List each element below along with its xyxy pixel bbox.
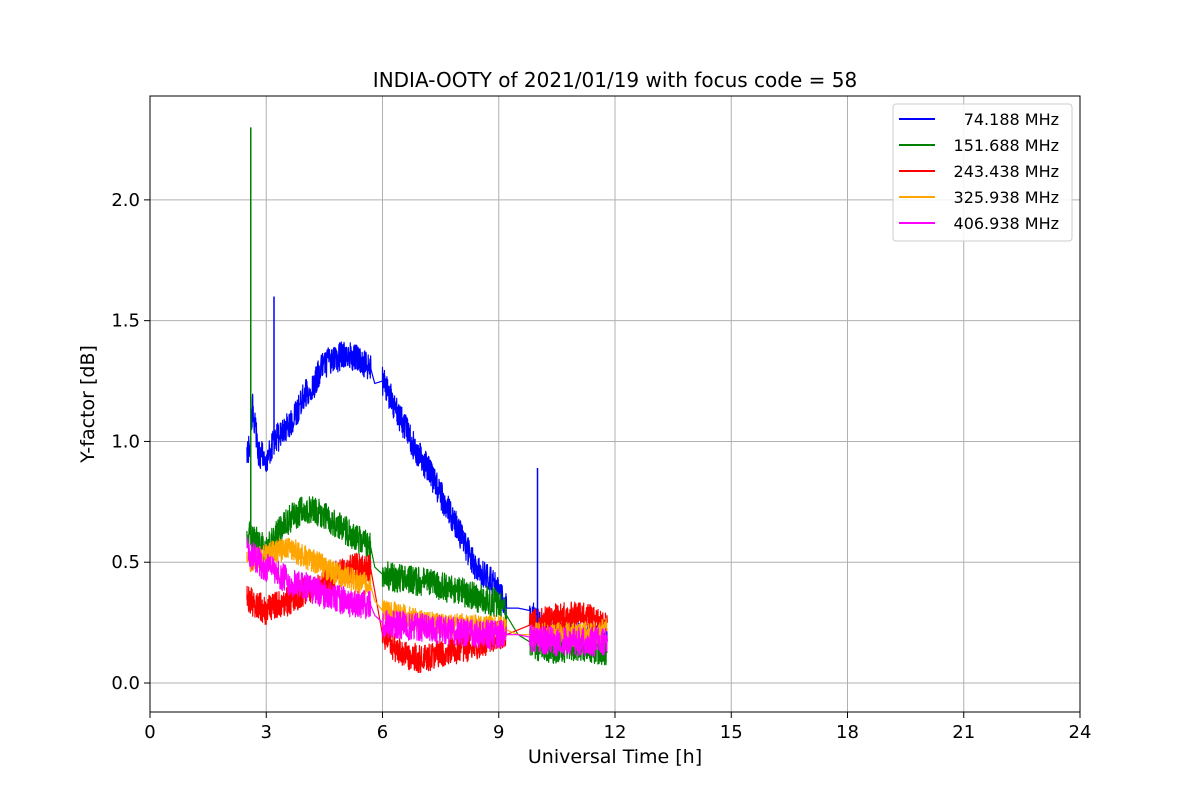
legend-label: 151.688 MHz	[954, 136, 1059, 155]
legend-label: 325.938 MHz	[954, 188, 1059, 207]
series-line	[246, 537, 608, 657]
x-axis-label: Universal Time [h]	[528, 746, 702, 768]
x-tick-label: 0	[144, 722, 155, 743]
x-tick-label: 9	[493, 722, 504, 743]
x-tick-label: 15	[720, 722, 743, 743]
chart-title: INDIA-OOTY of 2021/01/19 with focus code…	[373, 68, 857, 92]
series-line	[246, 496, 608, 666]
y-tick-label: 2.0	[111, 190, 140, 211]
y-tick-label: 0.5	[111, 552, 140, 573]
y-tick-label: 1.5	[111, 311, 140, 332]
legend: 74.188 MHz 151.688 MHz 243.438 MHz 325.938 …	[892, 103, 1073, 242]
y-axis-label: Y-factor [dB]	[77, 345, 99, 464]
legend-label: 74.188 MHz	[964, 110, 1059, 129]
x-tick-label: 3	[261, 722, 272, 743]
x-tick-label: 24	[1069, 722, 1092, 743]
y-tick-label: 0.0	[111, 673, 140, 694]
grid-layer	[149, 96, 1081, 712]
x-tick-label: 21	[952, 722, 975, 743]
x-tick-label: 6	[377, 722, 388, 743]
tick-layer: 0 3 6 9 12 15 18 21 24 0.0 0.5 1.0 1.5 2.0	[111, 190, 1091, 743]
series-layer	[246, 127, 608, 674]
y-tick-label: 1.0	[111, 431, 140, 452]
x-tick-label: 18	[836, 722, 859, 743]
x-tick-label: 12	[604, 722, 627, 743]
legend-label: 243.438 MHz	[954, 162, 1059, 181]
legend-label: 406.938 MHz	[954, 214, 1059, 233]
legend-box	[892, 103, 1073, 242]
series-line	[246, 341, 608, 654]
